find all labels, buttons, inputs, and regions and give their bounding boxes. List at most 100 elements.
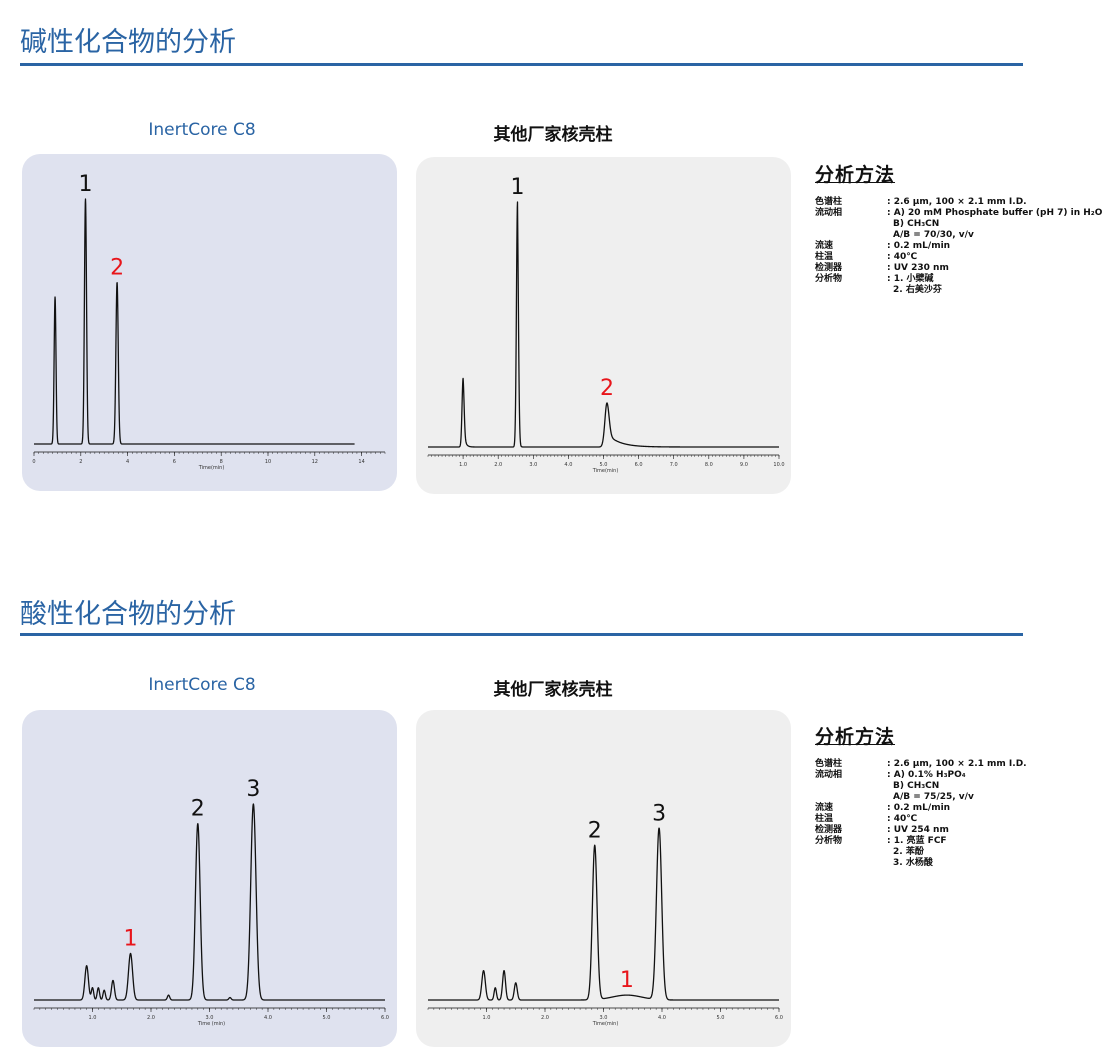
method-value: : UV 230 nm: [887, 263, 949, 273]
x-tick-label: 6.0: [381, 1015, 389, 1021]
method-value: B) CH₃CN: [893, 219, 940, 229]
column-label-competitor: 其他厂家核壳柱: [493, 680, 613, 700]
x-tick-label: 3.0: [206, 1015, 214, 1021]
method-value: : 2.6 μm, 100 × 2.1 mm I.D.: [887, 759, 1027, 769]
peak-label: 1: [620, 968, 634, 993]
method-key: 色谱柱: [815, 197, 843, 207]
x-tick-label: 2: [79, 459, 82, 465]
method-title: 分析方法: [815, 726, 896, 748]
x-tick-label: 7.0: [670, 462, 678, 468]
method-value: : A) 20 mM Phosphate buffer (pH 7) in H₂…: [887, 208, 1103, 218]
x-tick-label: 6: [173, 459, 176, 465]
method-value: A/B = 70/30, v/v: [893, 230, 974, 240]
x-axis-label: Time(min): [592, 1021, 619, 1027]
method-row: 色谱柱 : 2.6 μm, 100 × 2.1 mm I.D.: [815, 197, 1102, 208]
x-tick-label: 1.0: [459, 462, 467, 468]
method-row: 流动相: A) 20 mM Phosphate buffer (pH 7) in…: [815, 208, 1102, 241]
x-tick-label: 4: [126, 459, 129, 465]
method-rows: 色谱柱 : 2.6 μm, 100 × 2.1 mm I.D. 流动相: A) 20…: [815, 197, 1102, 296]
x-tick-label: 2.0: [147, 1015, 155, 1021]
method-row: 流速: 0.2 mL/min: [815, 241, 1102, 252]
chromatogram: 1.0 2.0 3.0 4.0 5.0 6.0 Time (min) 1 2 3: [33, 777, 389, 1027]
x-tick-label: 3.0: [529, 462, 537, 468]
chromatogram: 1.0 2.0 3.0 4.0 5.0 6.0 Time(min) 2 1 3: [427, 802, 783, 1027]
method-row: 柱温 : 40℃: [815, 252, 1102, 263]
method-key: 检测器: [815, 263, 843, 273]
method-rows: 色谱柱 : 2.6 μm, 100 × 2.1 mm I.D. 流动相: A) 0.…: [815, 759, 1027, 869]
x-tick-label: 14: [358, 459, 364, 465]
method-value: : 2.6 μm, 100 × 2.1 mm I.D.: [887, 197, 1027, 207]
method-panel: 分析方法 色谱柱 : 2.6 μm, 100 × 2.1 mm I.D. 流动相: …: [815, 160, 1102, 296]
x-tick-label: 2.0: [541, 1015, 549, 1021]
x-tick-label: 9.0: [740, 462, 748, 468]
x-tick-label: 2.0: [494, 462, 502, 468]
x-tick-label: 12: [312, 459, 318, 465]
x-tick-label: 4.0: [564, 462, 572, 468]
x-tick-label: 10.0: [773, 462, 784, 468]
method-value: : 1. 小檗碱: [887, 274, 934, 284]
method-key: 柱温: [815, 814, 834, 824]
chromatogram-trace: [427, 827, 780, 1001]
method-value: 2. 右美沙芬: [893, 285, 942, 295]
method-key: 色谱柱: [815, 759, 843, 769]
method-row: 分析物 : 1. 小檗碱 2. 右美沙芬: [815, 274, 1102, 296]
method-row: 检测器 : UV 254 nm: [815, 825, 1027, 836]
method-key: 分析物: [815, 836, 843, 846]
method-title: 分析方法: [815, 164, 896, 186]
x-tick-label: 1.0: [483, 1015, 491, 1021]
method-value: B) CH₃CN: [893, 781, 940, 791]
x-axis-label: Time(min): [592, 468, 619, 474]
x-tick-label: 3.0: [600, 1015, 608, 1021]
method-row: 色谱柱 : 2.6 μm, 100 × 2.1 mm I.D.: [815, 759, 1027, 770]
method-value: : 0.2 mL/min: [887, 803, 951, 813]
chromatogram-panel-inertcore: 0 2 4 6 8 10 12 14 Time(min) 1 2: [22, 154, 397, 491]
chromatogram-trace: [33, 803, 386, 1001]
method-key: 柱温: [815, 252, 834, 262]
peak-label: 2: [191, 797, 205, 822]
peak-label: 3: [652, 802, 666, 827]
x-axis-label: Time(min): [198, 465, 225, 471]
peak-label: 1: [78, 172, 92, 197]
column-label-inertcore: InertCore C8: [148, 120, 256, 140]
method-key: 检测器: [815, 825, 843, 835]
method-panel: 分析方法 色谱柱 : 2.6 μm, 100 × 2.1 mm I.D. 流动相: …: [815, 722, 1027, 869]
x-tick-label: 1.0: [89, 1015, 97, 1021]
peak-label: 2: [588, 819, 602, 844]
section-title-basic: 碱性化合物的分析: [20, 27, 236, 58]
x-axis-label: Time (min): [197, 1021, 225, 1027]
column-label-competitor: 其他厂家核壳柱: [493, 125, 613, 145]
method-key: 分析物: [815, 274, 843, 284]
peak-label: 1: [511, 175, 525, 200]
x-tick-label: 8.0: [705, 462, 713, 468]
section-divider: [20, 63, 1023, 66]
x-tick-label: 5.0: [600, 462, 608, 468]
method-row: 流动相: A) 0.1% H₃PO₄ B) CH₃CN A/B = 75/25, v…: [815, 770, 1027, 803]
method-value: A/B = 75/25, v/v: [893, 792, 974, 802]
chromatogram-panel-competitor: 1.0 2.0 3.0 4.0 5.0 6.0 Time(min) 2 1 3: [416, 710, 791, 1047]
method-value: : 0.2 mL/min: [887, 241, 951, 251]
x-tick-label: 6.0: [775, 1015, 783, 1021]
method-value: : 40℃: [887, 252, 918, 262]
chromatogram-trace: [33, 198, 356, 445]
x-tick-label: 10: [265, 459, 271, 465]
x-tick-label: 8: [220, 459, 223, 465]
section-divider: [20, 633, 1023, 636]
chromatogram-panel-inertcore: 1.0 2.0 3.0 4.0 5.0 6.0 Time (min) 1 2 3: [22, 710, 397, 1047]
x-tick-label: 5.0: [323, 1015, 331, 1021]
peak-label: 1: [124, 926, 138, 951]
x-tick-label: 0: [32, 459, 35, 465]
method-row: 检测器 : UV 230 nm: [815, 263, 1102, 274]
method-value: : UV 254 nm: [887, 825, 949, 835]
method-key: 流速: [815, 803, 834, 813]
method-value: : 40℃: [887, 814, 918, 824]
peak-label: 2: [110, 255, 124, 280]
chromatogram: 1.0 2.0 3.0 4.0 5.0 6.0 7.0 8.0 9.0 10.0 Time(min)…: [427, 175, 785, 474]
method-row: 柱温 : 40℃: [815, 814, 1027, 825]
x-tick-label: 6.0: [635, 462, 643, 468]
peak-label: 2: [600, 376, 614, 401]
method-value: 3. 水杨酸: [893, 858, 933, 868]
x-tick-label: 4.0: [658, 1015, 666, 1021]
method-value: : 1. 亮蓝 FCF: [887, 836, 947, 846]
method-row: 分析物: 1. 亮蓝 FCF 2. 苯酚 3. 水杨酸: [815, 836, 1027, 869]
